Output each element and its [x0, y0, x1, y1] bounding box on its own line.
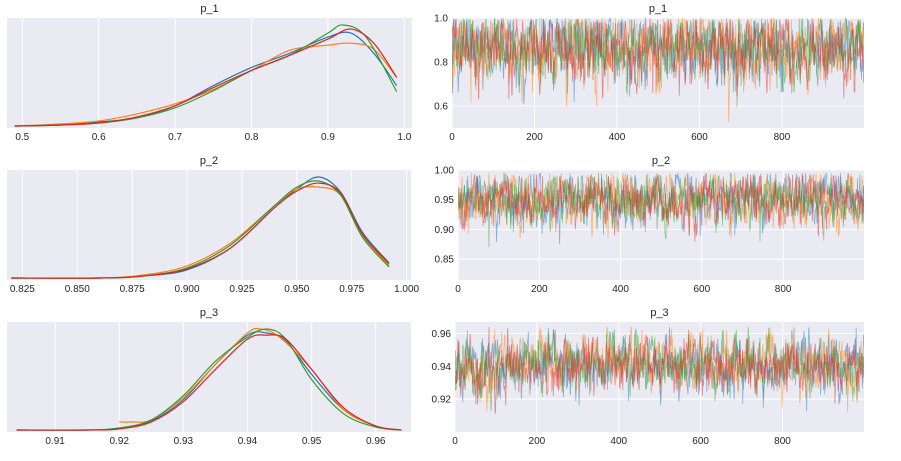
x-tick-label: 0 — [449, 132, 455, 143]
y-tick-label: 0.90 — [435, 225, 455, 236]
trace-line-chain-4 — [452, 18, 864, 100]
density-line-chain-4 — [14, 28, 398, 127]
y-tick-label: 0.6 — [434, 102, 448, 113]
x-tick-label: 400 — [612, 284, 629, 295]
x-tick-label: 0 — [452, 436, 458, 447]
x-tick-label: 0.95 — [302, 436, 322, 447]
x-tick-label: 600 — [694, 284, 711, 295]
x-tick-label: 600 — [692, 436, 709, 447]
x-tick-label: 0.850 — [65, 284, 90, 295]
y-tick-label: 0.85 — [435, 255, 455, 266]
x-tick-label: 0.93 — [174, 436, 194, 447]
y-tick-label: 0.94 — [432, 362, 452, 373]
plot-area — [7, 18, 412, 128]
panel-title: p_3 — [200, 307, 218, 319]
trace-line-chain-4 — [458, 172, 864, 242]
density-line-chain-4 — [11, 182, 390, 279]
trace-lines — [452, 18, 864, 123]
plot-area — [7, 170, 411, 280]
y-tick-label: 0.92 — [432, 395, 452, 406]
x-tick-label: 0.9 — [321, 132, 335, 143]
x-tick-label: 0.92 — [109, 436, 129, 447]
x-tick-label: 0.950 — [284, 284, 309, 295]
x-tick-label: 200 — [526, 132, 543, 143]
x-tick-label: 200 — [531, 284, 548, 295]
x-tick-label: 0.875 — [120, 284, 145, 295]
trace-lines — [455, 326, 864, 414]
x-tick-label: 0.8 — [245, 132, 259, 143]
x-tick-label: 800 — [775, 284, 792, 295]
x-tick-label: 1.000 — [394, 284, 419, 295]
x-tick-label: 800 — [774, 436, 791, 447]
x-tick-label: 0.96 — [366, 436, 386, 447]
y-tick-label: 0.8 — [434, 58, 448, 69]
panel-p3-trace: p_3 0 200 400 600 800 0.92 0.94 0.96 — [432, 307, 864, 447]
trace-line-chain-4 — [455, 326, 864, 414]
y-tick-label: 1.00 — [435, 166, 455, 177]
panel-p1-density: p_1 0.5 0.6 0.7 0.8 0.9 1.0 — [7, 3, 412, 143]
plot-area — [7, 322, 411, 432]
y-tick-label: 0.95 — [435, 195, 455, 206]
density-line-chain-1 — [14, 31, 398, 127]
x-tick-label: 0.94 — [238, 436, 258, 447]
panel-title: p_3 — [650, 307, 668, 319]
panel-title: p_1 — [200, 3, 218, 15]
x-tick-label: 400 — [609, 132, 626, 143]
x-tick-label: 0.5 — [15, 132, 29, 143]
x-tick-label: 0 — [455, 284, 461, 295]
panel-p2-density: p_2 0.825 0.850 0.875 0.900 0.925 0.950 0.975 1.… — [7, 155, 420, 295]
x-tick-label: 0.925 — [229, 284, 254, 295]
x-tick-label: 0.900 — [175, 284, 200, 295]
x-tick-label: 800 — [774, 132, 791, 143]
x-tick-label: 600 — [691, 132, 708, 143]
density-line-chain-4 — [16, 334, 402, 431]
x-tick-label: 0.825 — [10, 284, 35, 295]
y-tick-label: 1.0 — [434, 14, 448, 25]
x-tick-label: 0.7 — [168, 132, 182, 143]
panel-p3-density: p_3 0.91 0.92 0.93 0.94 0.95 0.96 — [7, 307, 411, 447]
density-line-chain-3 — [16, 328, 402, 431]
x-tick-label: 1.0 — [397, 132, 411, 143]
x-tick-label: 0.6 — [92, 132, 106, 143]
panel-p2-trace: p_2 0 200 400 600 800 0.85 0.90 0.95 1.00 — [435, 155, 864, 295]
x-tick-label: 0.975 — [339, 284, 364, 295]
trace-lines — [458, 171, 864, 248]
panel-p1-trace: p_1 0 200 400 600 800 0.6 0.8 1.0 — [434, 3, 864, 143]
x-tick-label: 200 — [529, 436, 546, 447]
panel-title: p_2 — [652, 155, 670, 167]
panel-title: p_1 — [649, 3, 667, 15]
y-tick-label: 0.96 — [432, 329, 452, 340]
x-tick-label: 0.91 — [45, 436, 65, 447]
panel-title: p_2 — [200, 155, 218, 167]
x-tick-label: 400 — [610, 436, 627, 447]
